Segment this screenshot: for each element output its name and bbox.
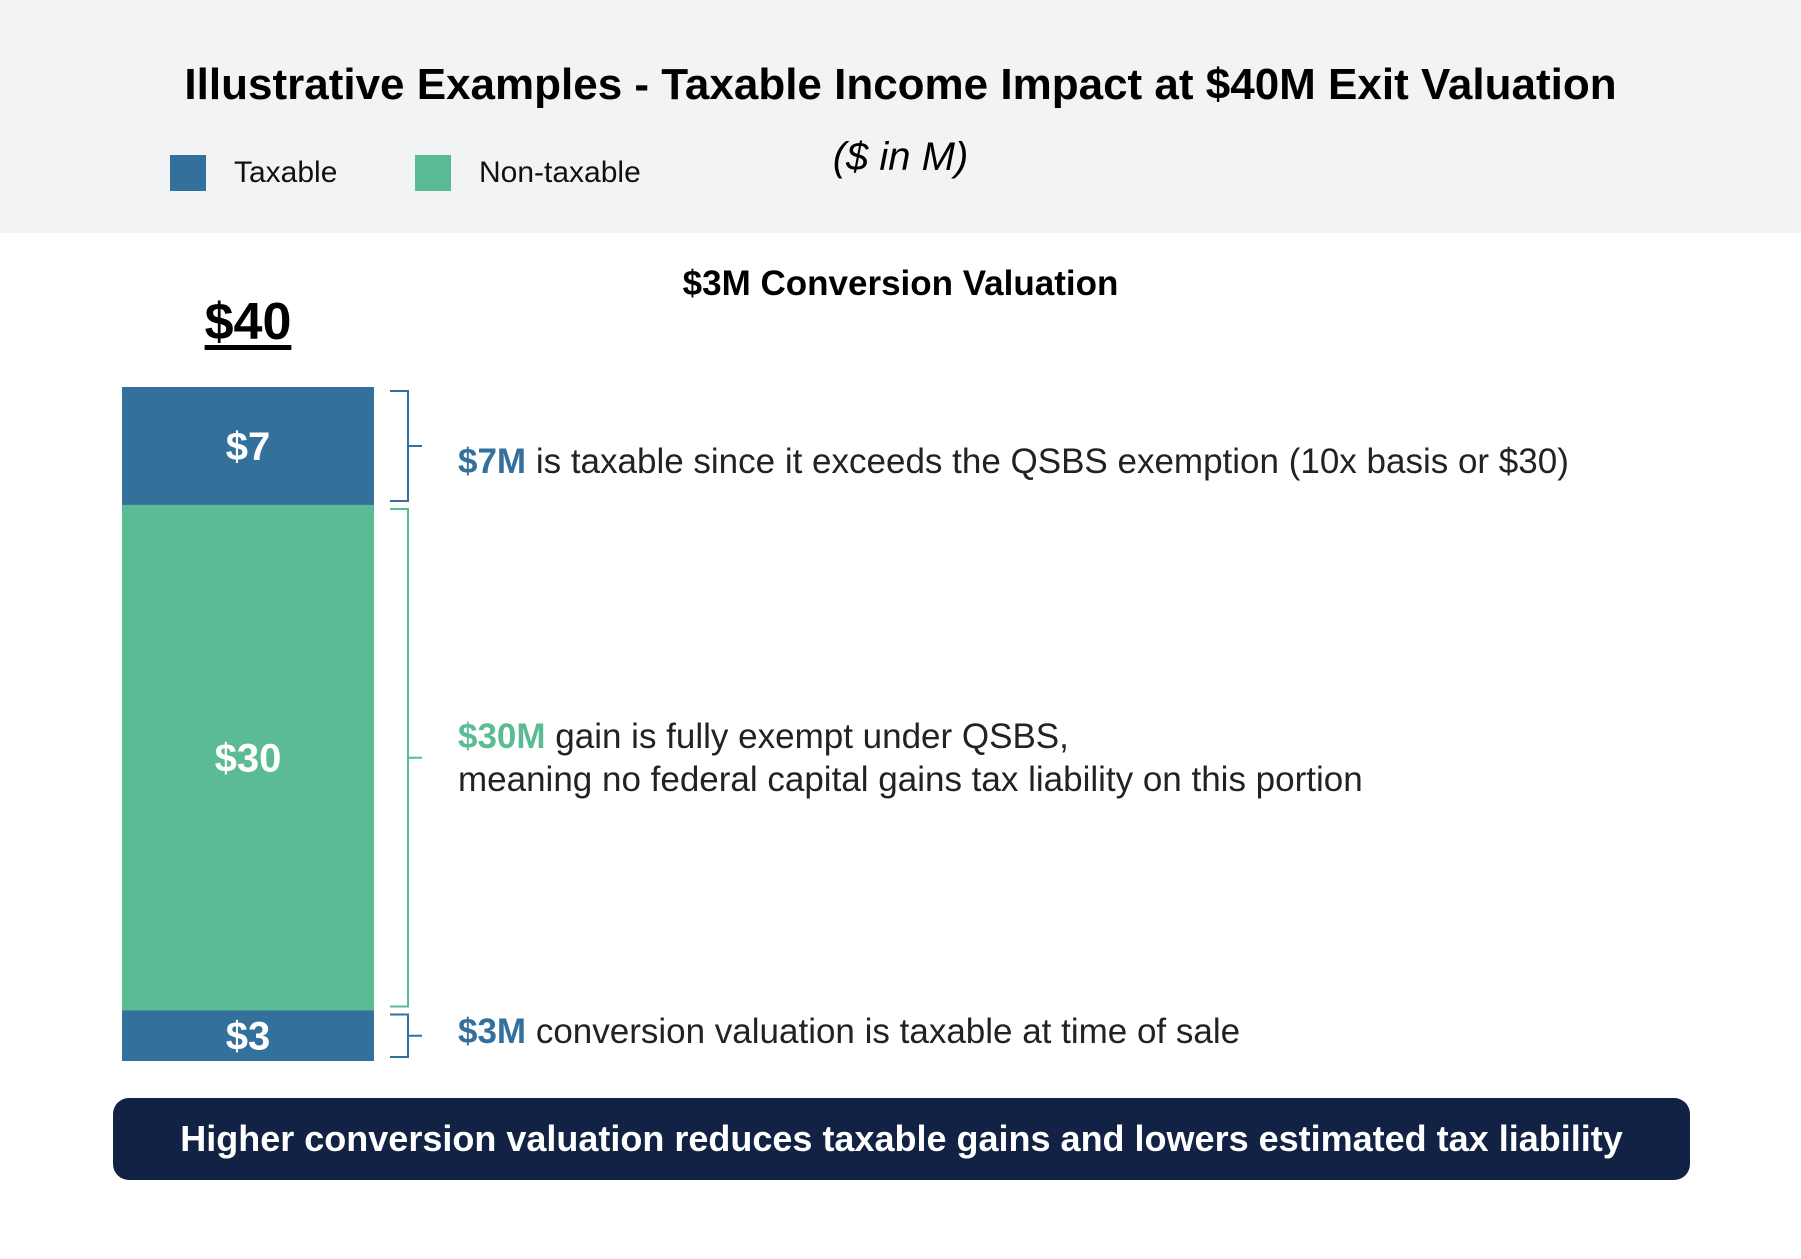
header-band: Illustrative Examples - Taxable Income I… <box>0 0 1801 233</box>
note-non-taxable: $30M gain is fully exempt under QSBS, me… <box>458 715 1363 801</box>
units-subtitle: ($ in M) <box>832 135 969 179</box>
conclusion-banner: Higher conversion valuation reduces taxa… <box>113 1098 1690 1180</box>
note-text-line2: meaning no federal capital gains tax lia… <box>458 760 1363 799</box>
legend-label-taxable: Taxable <box>234 156 338 189</box>
note-taxable-excess: $7M is taxable since it exceeds the QSBS… <box>458 440 1569 483</box>
note-text: gain is fully exempt under QSBS, <box>545 717 1069 756</box>
stacked-bar-chart: $7 $30 $3 <box>122 387 422 1061</box>
note-highlight: $30M <box>458 717 546 756</box>
bracket-3 <box>390 1013 422 1058</box>
bar-segment-label-3: $3 <box>226 1015 271 1059</box>
legend-swatch-taxable <box>170 155 206 191</box>
chart-title: Illustrative Examples - Taxable Income I… <box>184 60 1617 109</box>
bar-segment-1 <box>122 387 374 505</box>
legend-swatch-non-taxable <box>415 155 451 191</box>
note-text: conversion valuation is taxable at time … <box>526 1012 1241 1051</box>
legend-label-non-taxable: Non-taxable <box>479 156 641 189</box>
note-conversion-taxable: $3M conversion valuation is taxable at t… <box>458 1010 1240 1053</box>
total-value-label: $40 <box>204 293 292 351</box>
bracket-1 <box>390 390 422 502</box>
note-highlight: $7M <box>458 442 527 481</box>
bracket-2 <box>390 507 422 1008</box>
bar-segment-2 <box>122 504 374 1011</box>
bar-segment-3 <box>122 1010 374 1061</box>
bar-segment-label-2: $30 <box>215 737 282 781</box>
note-text: is taxable since it exceeds the QSBS exe… <box>526 442 1569 481</box>
note-highlight: $3M <box>458 1012 527 1051</box>
section-title: $3M Conversion Valuation <box>682 264 1119 303</box>
bar-segment-label-1: $7 <box>226 425 271 469</box>
